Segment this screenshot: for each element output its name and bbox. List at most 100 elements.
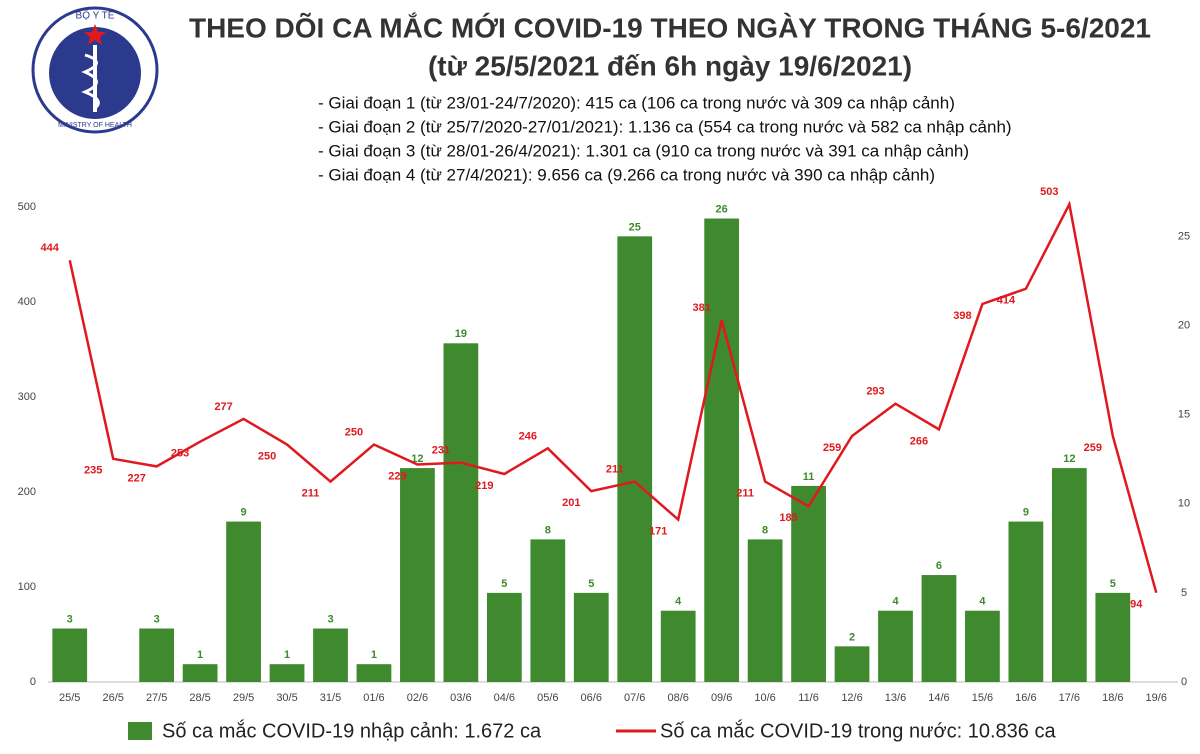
bar-value-label: 2 xyxy=(849,631,855,643)
y2-tick-label: 10 xyxy=(1178,498,1190,510)
y2-tick-label: 20 xyxy=(1178,319,1190,331)
x-tick-label: 06/6 xyxy=(581,692,602,704)
bar xyxy=(1008,521,1044,682)
bar xyxy=(400,468,435,682)
bar xyxy=(182,664,218,682)
x-tick-label: 16/6 xyxy=(1015,692,1036,704)
bar-value-label: 11 xyxy=(803,471,815,483)
bar-value-label: 19 xyxy=(455,328,467,340)
x-tick-label: 15/6 xyxy=(972,692,993,704)
legend-label: Số ca mắc COVID-19 trong nước: 10.836 ca xyxy=(660,719,1056,742)
line-value-label: 259 xyxy=(823,442,841,454)
x-tick-label: 08/6 xyxy=(667,692,688,704)
line-value-label: 231 xyxy=(432,445,450,457)
line-value-label: 250 xyxy=(258,450,276,462)
y-tick-label: 0 xyxy=(30,676,36,688)
line-value-label: 211 xyxy=(736,487,754,499)
bar xyxy=(486,592,522,682)
y-tick-label: 200 xyxy=(18,486,36,498)
x-tick-label: 19/6 xyxy=(1146,692,1167,704)
bar xyxy=(226,521,261,682)
line-value-label: 293 xyxy=(866,386,884,398)
line-value-label: 246 xyxy=(519,430,537,442)
logo-snake xyxy=(81,53,100,110)
bar-value-label: 26 xyxy=(716,203,728,215)
bar-value-label: 12 xyxy=(1063,453,1075,465)
x-tick-label: 12/6 xyxy=(841,692,862,704)
line-value-label: 211 xyxy=(302,487,320,499)
line-value-label: 253 xyxy=(171,448,189,460)
bar xyxy=(356,664,392,682)
line-value-label: 227 xyxy=(127,472,145,484)
bar xyxy=(878,610,913,682)
note: - Giai đoạn 3 (từ 28/01-26/4/2021): 1.30… xyxy=(318,141,969,160)
bar-value-label: 4 xyxy=(979,596,986,608)
bar-value-label: 3 xyxy=(154,613,160,625)
note: - Giai đoạn 1 (từ 23/01-24/7/2020): 415 … xyxy=(318,93,955,112)
legend-swatch xyxy=(128,722,152,740)
x-tick-label: 30/5 xyxy=(276,692,297,704)
bar-value-label: 9 xyxy=(1023,506,1029,518)
y2-tick-label: 15 xyxy=(1178,409,1190,421)
bar-value-label: 4 xyxy=(892,596,899,608)
logo-star xyxy=(84,24,106,45)
bar xyxy=(530,539,566,682)
bar-value-label: 5 xyxy=(1110,578,1116,590)
x-tick-label: 11/6 xyxy=(798,692,819,704)
bar-value-label: 9 xyxy=(241,506,247,518)
bar-value-label: 4 xyxy=(675,596,682,608)
bar xyxy=(617,236,653,682)
line-value-label: 185 xyxy=(779,512,797,524)
x-tick-label: 17/6 xyxy=(1059,692,1080,704)
y-tick-label: 100 xyxy=(18,581,36,593)
bar xyxy=(921,575,957,682)
bar-value-label: 8 xyxy=(762,524,768,536)
bar xyxy=(1051,468,1087,682)
x-tick-label: 03/6 xyxy=(450,692,471,704)
line-value-label: 94 xyxy=(1130,599,1143,611)
line-value-label: 201 xyxy=(562,497,580,509)
bar xyxy=(1095,592,1131,682)
bar-value-label: 8 xyxy=(545,524,551,536)
bar xyxy=(269,664,305,682)
bar-value-label: 1 xyxy=(284,649,290,661)
x-tick-label: 13/6 xyxy=(885,692,906,704)
line-value-label: 414 xyxy=(997,295,1016,307)
note: - Giai đoạn 2 (từ 25/7/2020-27/01/2021):… xyxy=(318,117,1012,136)
bar xyxy=(834,646,870,682)
bar xyxy=(443,343,479,682)
bar xyxy=(313,628,348,682)
x-tick-label: 27/5 xyxy=(146,692,167,704)
bar-value-label: 3 xyxy=(67,613,73,625)
line xyxy=(68,200,1158,594)
logo-bottom: MINISTRY OF HEALTH xyxy=(58,122,132,129)
x-tick-label: 07/6 xyxy=(624,692,645,704)
x-tick-label: 05/6 xyxy=(537,692,558,704)
y2-tick-label: 0 xyxy=(1181,676,1187,688)
legend-label: Số ca mắc COVID-19 nhập cảnh: 1.672 ca xyxy=(162,719,542,742)
y-tick-label: 500 xyxy=(18,201,36,213)
line-value-label: 171 xyxy=(649,525,667,537)
note: - Giai đoạn 4 (từ 27/4/2021): 9.656 ca (… xyxy=(318,165,935,184)
line-value-label: 381 xyxy=(692,302,710,314)
bar-value-label: 1 xyxy=(197,649,203,661)
bar xyxy=(965,610,1000,682)
y2-tick-label: 25 xyxy=(1178,230,1190,242)
line-value-label: 277 xyxy=(214,401,232,413)
line-value-label: 259 xyxy=(1084,442,1102,454)
line-value-label: 444 xyxy=(41,242,60,254)
y-tick-label: 300 xyxy=(18,391,36,403)
x-tick-label: 31/5 xyxy=(320,692,341,704)
y-tick-label: 400 xyxy=(18,296,36,308)
logo-top: BỘ Y TẾ xyxy=(76,9,115,22)
chart-subtitle: (từ 25/5/2021 đến 6h ngày 19/6/2021) xyxy=(428,50,912,81)
x-tick-label: 28/5 xyxy=(189,692,210,704)
bar xyxy=(791,485,826,682)
x-tick-label: 04/6 xyxy=(494,692,515,704)
line-value-label: 219 xyxy=(475,480,493,492)
bar xyxy=(747,539,783,682)
line-value-label: 266 xyxy=(910,435,928,447)
x-tick-label: 09/6 xyxy=(711,692,732,704)
logo: BỘ Y TẾ MINISTRY OF HEALTH xyxy=(31,6,159,134)
